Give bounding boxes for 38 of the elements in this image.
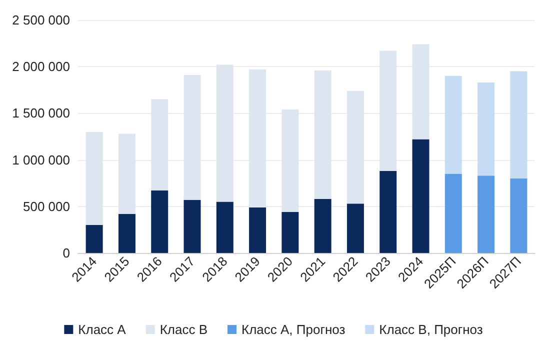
bar <box>510 178 528 253</box>
y-tick-label: 1 500 000 <box>12 106 70 121</box>
bar <box>184 74 201 200</box>
bar <box>216 202 234 253</box>
bar <box>444 76 462 174</box>
bar <box>478 176 495 253</box>
bar <box>249 69 266 208</box>
legend-label: Класс В <box>160 322 208 337</box>
bar <box>314 70 332 199</box>
y-tick-label: 0 <box>62 246 70 260</box>
bar <box>118 214 136 253</box>
bar <box>86 132 103 226</box>
bar <box>151 99 168 191</box>
bar <box>444 174 462 253</box>
bar <box>184 200 201 253</box>
y-tick-label: 1 000 000 <box>12 152 70 168</box>
bar <box>510 71 528 178</box>
bar <box>282 212 299 253</box>
bar <box>478 82 495 176</box>
bar <box>216 64 234 202</box>
y-tick-label: 500 000 <box>23 198 70 214</box>
bar <box>118 134 136 214</box>
bar <box>346 90 364 204</box>
bar <box>151 190 168 253</box>
y-tick-label: 2 500 000 <box>12 12 70 28</box>
bar <box>380 50 397 171</box>
legend-label: Класс А, Прогноз <box>242 322 346 337</box>
bar <box>346 204 364 253</box>
bar <box>380 170 397 253</box>
bar <box>412 139 430 253</box>
bar <box>314 198 332 253</box>
legend-label: Класс А <box>78 322 126 337</box>
bar <box>282 109 299 212</box>
legend-label: Класс В, Прогноз <box>379 322 483 337</box>
bar <box>249 207 266 253</box>
y-tick-label: 2 000 000 <box>12 59 70 74</box>
bar <box>86 225 103 253</box>
bar <box>412 44 430 140</box>
